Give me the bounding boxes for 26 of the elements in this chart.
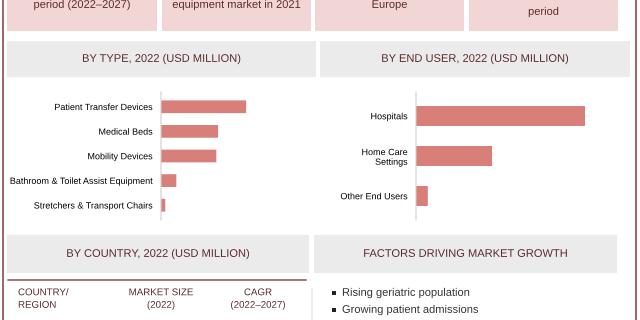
text: MARKET SIZE (2022) — [129, 288, 193, 310]
text: Growing patient admissions — [342, 304, 478, 316]
text: BY COUNTRY, 2022 (USD MILLION) — [67, 248, 250, 260]
text: equipment market in 2021 — [172, 0, 300, 10]
text: Europe — [372, 0, 407, 10]
bar — [161, 174, 176, 188]
y-tick-label: Medical Beds — [99, 128, 152, 135]
bar — [161, 124, 218, 138]
y-tick-label: Patient Transfer Devices — [55, 104, 152, 110]
y-tick-label: Stretchers & Transport Chairs — [34, 202, 152, 210]
text: FACTORS DRIVING MARKET GROWTH — [364, 249, 567, 257]
text: Rising geriatric population — [342, 288, 470, 298]
y-tick-label: Mobility Devices — [88, 152, 152, 162]
y-tick-label: Home Care Settings — [362, 148, 408, 167]
chart-title: BY TYPE, 2022 (USD MILLION) — [82, 54, 240, 64]
y-tick-label: Other End Users — [340, 192, 408, 200]
text: COUNTRY/ REGION — [18, 288, 69, 308]
text: period (2022–2027) — [34, 0, 130, 10]
text: period — [528, 6, 558, 18]
chart-title: BY END USER, 2022 (USD MILLION) — [382, 54, 568, 64]
bar — [161, 100, 246, 114]
bar — [161, 150, 216, 162]
y-tick-label: Hospitals — [371, 112, 408, 122]
bar — [161, 198, 166, 212]
y-tick-label: Bathroom & Toilet Assist Equipment — [10, 177, 153, 186]
text: CAGR (2022–2027) — [231, 288, 285, 310]
